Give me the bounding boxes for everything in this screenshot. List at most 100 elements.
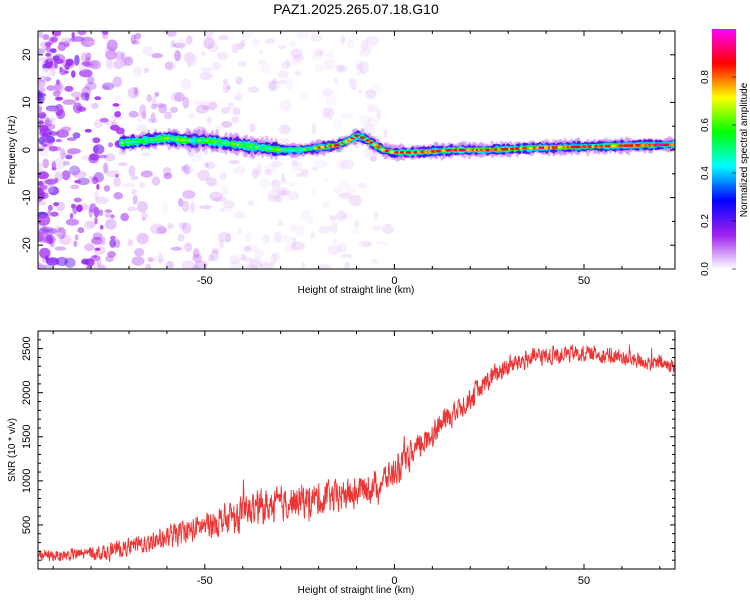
spectrogram-noise-blob bbox=[240, 253, 247, 261]
spectrogram-noise-blob bbox=[199, 205, 212, 210]
spectrogram-noise-blob bbox=[311, 185, 316, 196]
spectrogram-noise-blob bbox=[218, 238, 224, 250]
spectrogram-noise-blob bbox=[291, 159, 298, 166]
spectrogram-noise-blob bbox=[279, 99, 292, 112]
spectrogram-noise-blob bbox=[128, 165, 136, 177]
spectrogram-noise-blob bbox=[327, 108, 335, 121]
spectrogram-noise-core bbox=[48, 123, 56, 130]
spectrogram-noise-blob bbox=[162, 166, 172, 176]
snr-ytick-label: 1000 bbox=[21, 469, 33, 493]
snr-plot-area bbox=[38, 331, 675, 569]
spectrogram-noise-blob bbox=[271, 179, 281, 190]
spectrogram-noise-blob bbox=[127, 206, 138, 212]
spectrogram-noise-blob bbox=[260, 63, 272, 74]
spectrogram-noise-blob bbox=[337, 64, 345, 72]
spectrogram-noise-blob bbox=[131, 40, 140, 45]
spectrogram-noise-blob bbox=[269, 80, 276, 92]
spectrogram-noise-blob bbox=[132, 194, 138, 205]
spectrogram-noise-blob bbox=[59, 148, 66, 160]
spectrogram-noise-blob bbox=[151, 176, 161, 186]
spectrogram-noise-blob bbox=[249, 123, 256, 133]
spectrogram-noise-blob bbox=[238, 60, 248, 67]
spectrogram-noise-core bbox=[47, 228, 58, 235]
spectrogram-xtick-label: -50 bbox=[197, 275, 213, 287]
spectrogram-noise-blob bbox=[195, 104, 209, 114]
spectrogram-noise-blob bbox=[128, 110, 139, 118]
spectrogram-noise-blob bbox=[62, 160, 71, 166]
spectrogram-noise-blob bbox=[122, 183, 136, 188]
spectrogram-noise-blob bbox=[363, 147, 372, 159]
snr-xtick-label: -50 bbox=[197, 575, 213, 587]
spectrogram-noise-blob bbox=[158, 259, 164, 264]
spectrogram-noise-blob bbox=[363, 123, 375, 136]
spectrogram-noise-blob bbox=[58, 234, 72, 245]
spectrogram-noise-blob bbox=[211, 250, 219, 262]
spectrogram-noise-blob bbox=[346, 38, 354, 49]
spectrogram-noise-blob bbox=[158, 103, 168, 114]
spectrogram-noise-blob bbox=[147, 257, 154, 262]
spectrogram-noise-core bbox=[114, 111, 121, 118]
spectrogram-noise-blob bbox=[329, 215, 337, 221]
spectrogram-noise-blob bbox=[97, 264, 106, 269]
spectrogram-noise-core bbox=[66, 137, 77, 142]
spectrogram-ridge-core bbox=[672, 143, 675, 147]
spectrogram-noise-blob bbox=[46, 117, 56, 122]
spectrogram-noise-blob bbox=[183, 51, 196, 64]
spectrogram-ylabel: Frequency (Hz) bbox=[7, 116, 18, 185]
spectrogram-noise-blob bbox=[324, 95, 337, 107]
spectrogram-noise-blob bbox=[246, 264, 258, 269]
spectrogram-marks bbox=[38, 31, 675, 269]
spectrogram-noise-blob bbox=[120, 212, 130, 222]
spectrogram-noise-blob bbox=[351, 228, 360, 235]
spectrogram-noise-blob bbox=[222, 200, 235, 209]
spectrogram-xtick-label: 0 bbox=[391, 275, 397, 287]
colorbar-ticks: 0.0 0.2 0.4 0.6 0.8 bbox=[700, 70, 736, 276]
spectrogram-noise-blob bbox=[281, 177, 288, 185]
spectrogram-noise-blob bbox=[190, 201, 195, 214]
spectrogram-noise-blob bbox=[94, 190, 99, 200]
spectrogram-noise-core bbox=[101, 31, 109, 35]
spectrogram-noise-blob bbox=[140, 170, 153, 178]
spectrogram-noise-blob bbox=[248, 259, 263, 269]
spectrogram-noise-blob bbox=[366, 44, 372, 53]
spectrogram-noise-core bbox=[112, 103, 120, 107]
spectrogram-noise-blob bbox=[322, 58, 336, 71]
spectrogram-noise-blob bbox=[360, 40, 369, 51]
colorbar-label: Normalized spectral amplitude bbox=[739, 82, 750, 217]
spectrogram-noise-blob bbox=[38, 80, 45, 86]
spectrogram-noise-blob bbox=[370, 258, 379, 265]
spectrogram-noise-core bbox=[77, 31, 87, 36]
spectrogram-noise-blob bbox=[61, 170, 71, 181]
spectrogram-noise-blob bbox=[208, 254, 214, 262]
spectrogram-noise-core bbox=[44, 42, 52, 47]
spectrogram-ticks: -50 0 50 -20 -10 0 10 20 bbox=[21, 30, 675, 287]
spectrogram-noise-blob bbox=[46, 257, 60, 266]
spectrogram-noise-blob bbox=[228, 255, 240, 265]
spectrogram-noise-blob bbox=[154, 91, 160, 97]
spectrogram-noise-blob bbox=[141, 152, 151, 157]
spectrogram-noise-blob bbox=[222, 81, 230, 94]
spectrogram-noise-blob bbox=[62, 99, 76, 105]
spectrogram-noise-blob bbox=[87, 75, 95, 85]
spectrogram-noise-blob bbox=[203, 37, 215, 49]
spectrogram-noise-blob bbox=[270, 253, 277, 265]
spectrogram-noise-core bbox=[89, 203, 96, 209]
spectrogram-noise-blob bbox=[358, 61, 370, 74]
spectrogram-ytick-label: -20 bbox=[21, 237, 33, 253]
spectrogram-noise-core bbox=[89, 207, 97, 213]
spectrogram-noise-blob bbox=[340, 214, 352, 219]
spectrogram-noise-blob bbox=[219, 207, 225, 214]
spectrogram-noise-core bbox=[40, 184, 48, 190]
spectrogram-noise-blob bbox=[114, 51, 124, 60]
spectrogram-noise-blob bbox=[57, 43, 66, 52]
spectrogram-noise-blob bbox=[369, 156, 378, 162]
spectrogram-noise-core bbox=[86, 265, 91, 269]
spectrogram-noise-blob bbox=[197, 169, 211, 181]
spectrogram-noise-core bbox=[93, 145, 99, 154]
spectrogram-noise-blob bbox=[237, 228, 242, 235]
spectrogram-noise-blob bbox=[105, 57, 113, 70]
spectrogram-noise-blob bbox=[354, 218, 360, 229]
spectrogram-noise-core bbox=[91, 176, 99, 185]
spectrogram-noise-core bbox=[46, 178, 56, 186]
spectrogram-noise-core bbox=[98, 209, 103, 216]
